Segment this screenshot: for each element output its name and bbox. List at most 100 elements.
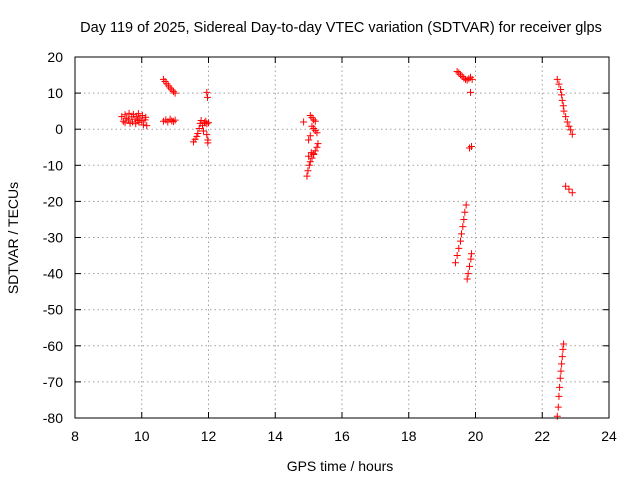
data-point [125, 109, 133, 117]
x-tick-label: 10 [134, 428, 150, 444]
y-tick-label: -80 [43, 410, 63, 426]
data-point [465, 75, 473, 83]
data-point [168, 117, 176, 125]
data-point [560, 340, 568, 348]
data-point [456, 237, 464, 245]
data-point [553, 75, 561, 83]
data-point [142, 113, 150, 121]
data-point [123, 114, 131, 122]
data-point [554, 403, 562, 411]
data-point [124, 116, 132, 124]
data-point [166, 84, 174, 92]
data-point [461, 208, 469, 216]
data-point [468, 75, 476, 83]
data-point [138, 117, 146, 125]
chart-title: Day 119 of 2025, Sidereal Day-to-day VTE… [80, 20, 602, 36]
data-point [463, 275, 471, 283]
data-point [203, 93, 211, 101]
data-point [453, 67, 461, 75]
data-point [121, 111, 129, 119]
x-tick-label: 22 [534, 428, 550, 444]
data-point [457, 230, 465, 238]
data-point [567, 126, 575, 134]
grid [75, 57, 609, 418]
data-point [565, 122, 573, 130]
data-point [559, 345, 567, 353]
data-point [464, 270, 472, 278]
data-point [121, 119, 129, 127]
data-point [558, 96, 566, 104]
data-point [458, 72, 466, 80]
data-point [169, 88, 177, 96]
data-point [311, 147, 319, 155]
data-point [138, 111, 146, 119]
x-tick-label: 16 [334, 428, 350, 444]
data-point [556, 374, 564, 382]
data-point [455, 69, 463, 77]
data-point [313, 129, 321, 137]
y-tick-label: 10 [47, 85, 63, 101]
data-point [129, 110, 137, 118]
y-tick-label: -50 [43, 302, 63, 318]
x-tick-label: 24 [601, 428, 617, 444]
data-point [304, 167, 312, 175]
data-point [558, 360, 566, 368]
data-point [204, 139, 212, 147]
data-point [171, 89, 179, 97]
data-point [310, 116, 318, 124]
plot-frame [74, 56, 610, 419]
x-tick-label: 20 [468, 428, 484, 444]
data-point [453, 252, 461, 260]
y-tick-labels: 20 10 0 -10 -20 -30 -40 -50 -60 -70 -80 [43, 49, 63, 426]
data-point [306, 158, 314, 166]
data-point [118, 113, 126, 121]
data-point [560, 107, 568, 115]
data-point [203, 131, 211, 139]
data-point [314, 140, 322, 148]
data-point [139, 121, 147, 129]
y-axis-label: SDTVAR / TECUs [5, 182, 21, 294]
data-point [568, 130, 576, 138]
y-tick-label: -60 [43, 338, 63, 354]
data-point [303, 172, 311, 180]
data-point [199, 127, 207, 135]
data-point [463, 76, 471, 84]
data-point [459, 223, 467, 231]
x-tick-labels: 8 10 12 14 16 18 20 22 24 [71, 428, 617, 444]
data-point [305, 152, 313, 160]
data-point [562, 182, 570, 190]
data-point [194, 130, 202, 138]
data-point [451, 259, 459, 267]
data-point [134, 110, 142, 118]
data-point [557, 367, 565, 375]
data-point [143, 122, 151, 130]
data-point [460, 215, 468, 223]
data-point [455, 244, 463, 252]
y-tick-label: -40 [43, 266, 63, 282]
data-point [467, 143, 475, 151]
y-tick-label: 0 [55, 121, 63, 137]
data-point [203, 88, 211, 96]
data-point [556, 383, 564, 391]
data-point [311, 117, 319, 125]
data-point [456, 71, 464, 79]
data-point [193, 132, 201, 140]
data-point [565, 185, 573, 193]
data-point [305, 161, 313, 169]
data-point [191, 135, 199, 143]
data-point [555, 80, 563, 88]
data-point [461, 75, 469, 83]
data-point [195, 124, 203, 132]
y-tick-label: -70 [43, 374, 63, 390]
y-tick-label: -30 [43, 230, 63, 246]
data-point [557, 85, 565, 93]
y-tick-label: -20 [43, 193, 63, 209]
data-point [465, 262, 473, 270]
data-point [310, 150, 318, 158]
x-tick-label: 18 [401, 428, 417, 444]
data-points [118, 67, 576, 420]
data-point [562, 113, 570, 121]
y-tick-label: -10 [43, 157, 63, 173]
data-point [568, 189, 576, 197]
